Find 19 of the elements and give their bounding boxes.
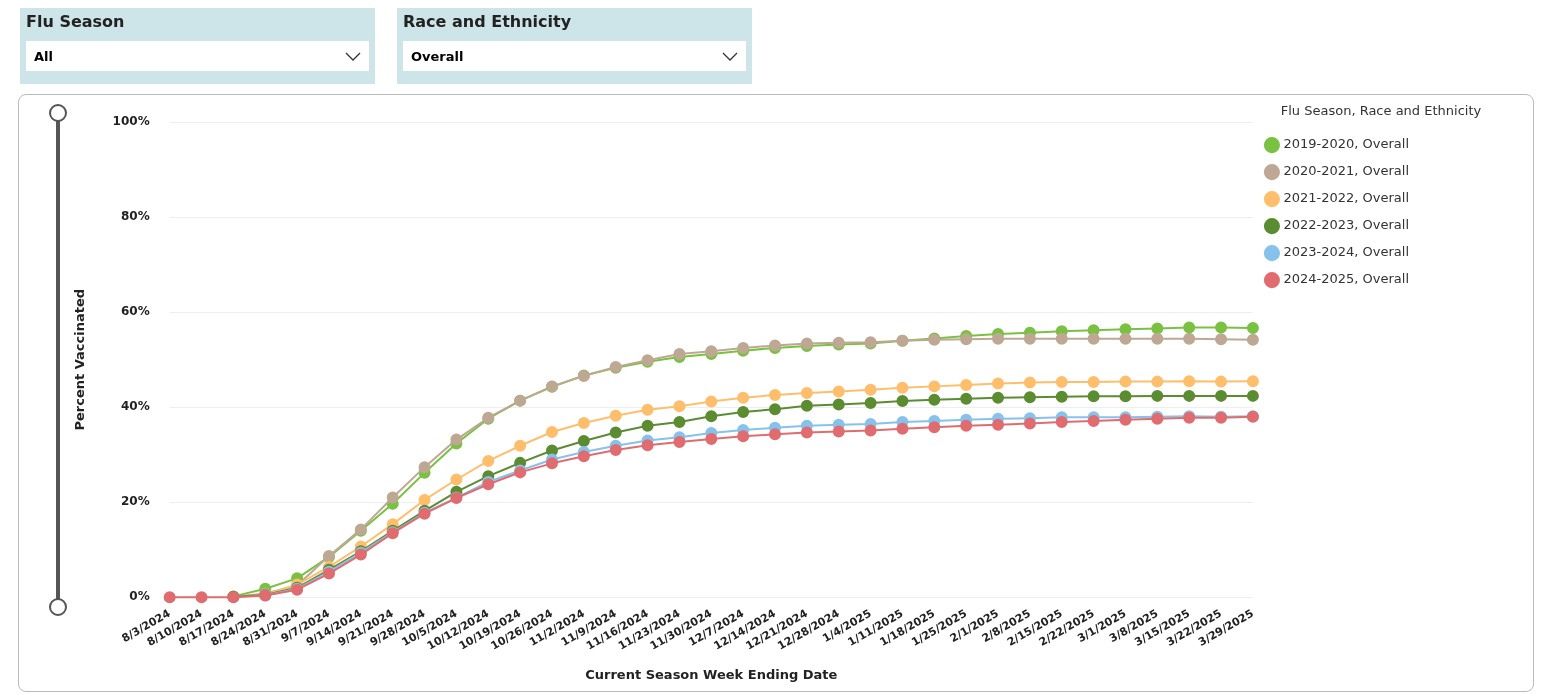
legend-title: Flu Season, Race and Ethnicity <box>1280 102 1482 118</box>
y-axis-title: Percent Vaccinated <box>72 288 88 431</box>
y-tick-label: 0% <box>129 589 150 604</box>
text: Overall <box>411 48 464 64</box>
text: All <box>34 48 53 64</box>
y-tick-label: 40% <box>120 399 150 414</box>
x-axis-title: Current Season Week Ending Date <box>585 666 838 682</box>
legend-label: 2024-2025, Overall <box>1283 271 1410 287</box>
y-tick-label: 20% <box>120 494 150 509</box>
legend-label: 2022-2023, Overall <box>1283 217 1410 233</box>
legend-label: 2020-2021, Overall <box>1283 163 1410 179</box>
text: Flu Season <box>26 12 126 31</box>
y-tick-label: 80% <box>120 209 150 224</box>
y-tick-label: 60% <box>120 304 150 319</box>
legend-label: 2021-2022, Overall <box>1283 190 1410 206</box>
legend-label: 2019-2020, Overall <box>1283 136 1410 152</box>
text: Race and Ethnicity <box>403 12 573 31</box>
y-tick-label: 100% <box>112 114 150 129</box>
legend-label: 2023-2024, Overall <box>1283 244 1410 260</box>
